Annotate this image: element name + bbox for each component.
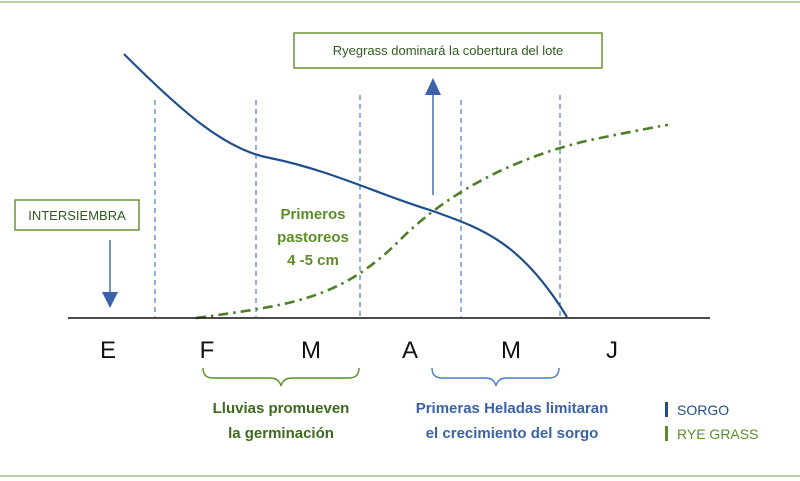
month-dividers <box>154 95 561 317</box>
ryegrass-callout-box <box>293 32 603 69</box>
legend: SORGO RYE GRASS <box>665 402 758 442</box>
heladas-label: Primeras Heladas limitaran el crecimient… <box>416 400 609 442</box>
month-label: A <box>402 337 418 364</box>
lluvias-label: Lluvias promueven la germinación <box>213 400 350 442</box>
lluvias-brace <box>202 367 360 387</box>
intersiembra-text: INTERSIEMBRA <box>28 208 126 223</box>
upward-arrow-head <box>425 78 441 95</box>
svg-text:Lluvias promueven: Lluvias promueven <box>213 400 350 417</box>
svg-text:Primeros: Primeros <box>280 206 345 223</box>
legend-swatch-ryegrass <box>665 426 668 441</box>
svg-text:pastoreos: pastoreos <box>277 229 349 246</box>
month-labels: E F M A M J <box>100 337 618 364</box>
svg-text:el crecimiento del sorgo: el crecimiento del sorgo <box>426 425 599 442</box>
svg-text:4 -5 cm: 4 -5 cm <box>287 252 339 269</box>
month-label: E <box>100 337 116 364</box>
month-label: J <box>606 337 618 364</box>
legend-swatch-sorgo <box>665 402 668 417</box>
intersiembra-box <box>14 199 140 231</box>
legend-label-sorgo: SORGO <box>677 402 729 418</box>
svg-text:la germinación: la germinación <box>228 425 334 442</box>
month-label: M <box>501 337 521 364</box>
ryegrass-curve <box>195 123 669 320</box>
down-arrow-head <box>102 292 118 308</box>
legend-label-ryegrass: RYE GRASS <box>677 426 758 442</box>
primeros-pastoreos-label: Primeros pastoreos 4 -5 cm <box>277 206 349 269</box>
sorgo-curve <box>123 53 568 318</box>
heladas-brace <box>431 367 560 387</box>
month-label: F <box>200 337 215 364</box>
ryegrass-callout-text: Ryegrass dominará la cobertura del lote <box>333 43 564 58</box>
month-label: M <box>301 337 321 364</box>
svg-text:Primeras Heladas limitaran: Primeras Heladas limitaran <box>416 400 609 417</box>
